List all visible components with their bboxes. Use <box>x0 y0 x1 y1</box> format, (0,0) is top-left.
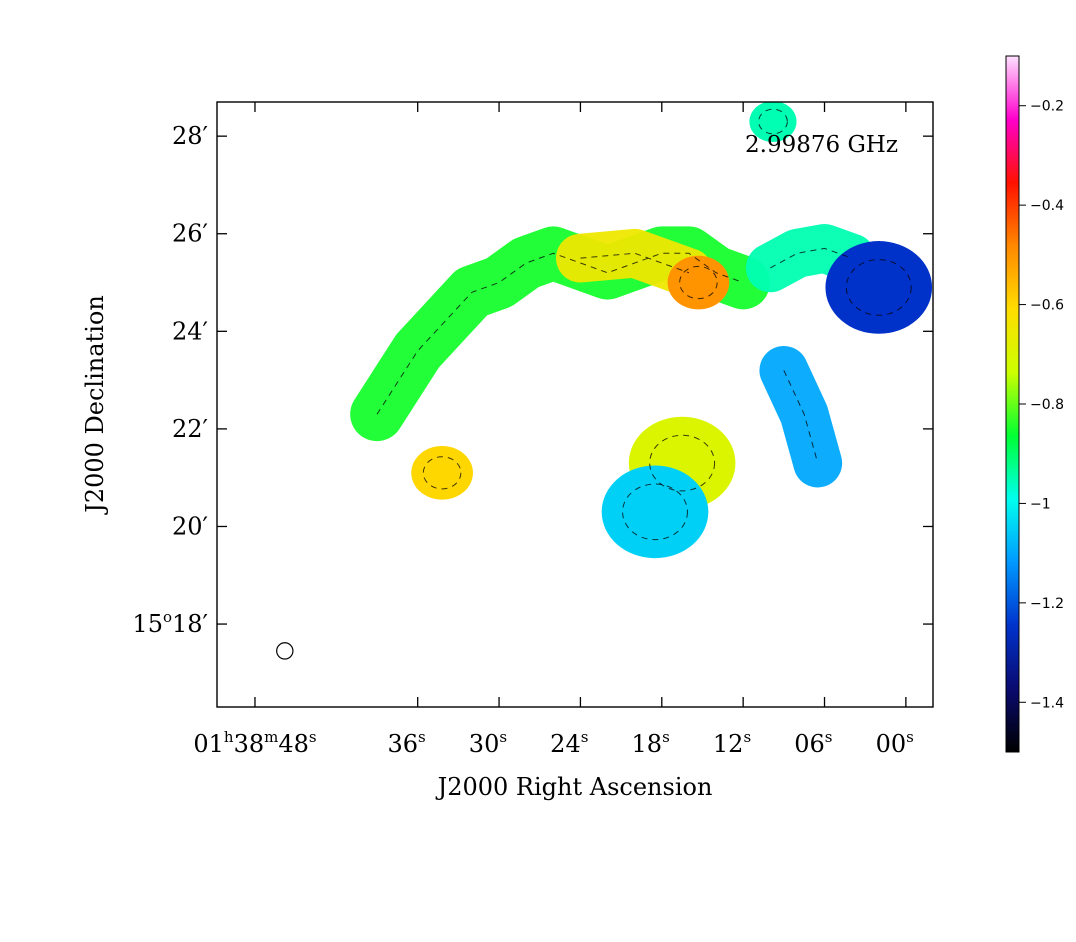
region-north-compact <box>749 102 797 143</box>
contour-southwest-arc <box>783 370 819 464</box>
colorbar-tick-label--0.4: −0.4 <box>1030 198 1064 214</box>
y-tick-label-22: 22′ <box>172 415 208 443</box>
x-tick-label-30: 30s <box>469 728 507 758</box>
contour-lines <box>376 108 992 588</box>
contour-arc-red-knot <box>679 265 718 300</box>
y-tick-label-26: 26′ <box>172 220 208 248</box>
contour-central-blob-bottom <box>622 483 688 541</box>
colorbar-tick-label--1: −1 <box>1030 496 1051 512</box>
contour-northwest-knot <box>580 252 690 274</box>
emission-regions <box>350 102 1028 649</box>
colorbar-tick-label--1.4: −1.4 <box>1030 695 1064 711</box>
x-axis-label: J2000 Right Ascension <box>435 773 713 801</box>
contour-western-arc <box>770 247 852 269</box>
contour-central-blob-top <box>649 434 716 492</box>
x-tick-label-0: 00s <box>876 728 914 758</box>
x-tick-label-6: 06s <box>794 728 832 758</box>
x-tick-label-36: 36s <box>387 728 425 758</box>
x-tick-label-18: 18s <box>632 728 670 758</box>
x-tick-label-48: 01h38m48s <box>193 728 316 758</box>
region-sw-compact-source <box>954 555 1001 596</box>
colorbar-ticks: −0.2 −0.4 −0.6 −0.8 −1 −1.2 −1.4 <box>1019 99 1064 711</box>
colorbar-tick-label--0.2: −0.2 <box>1030 99 1064 115</box>
contour-west-blue-lobe <box>845 259 912 316</box>
x-tick-label-24: 24s <box>550 728 588 758</box>
region-southwest-arc <box>759 345 843 488</box>
y-axis-label: J2000 Declination <box>81 295 109 516</box>
x-axis-ticks: 01h38m48s 36s 30s 24s 18s 12s 06s 00s <box>193 102 914 758</box>
region-arc-red-knot <box>667 255 730 310</box>
contour-north-compact <box>758 108 788 135</box>
region-central-blob-bottom <box>601 465 709 559</box>
region-west-blue-lobe <box>825 241 933 334</box>
colorbar-gradient <box>1005 55 1020 753</box>
colorbar-tick-label--0.8: −0.8 <box>1030 397 1064 413</box>
emission-map <box>350 102 1028 649</box>
colorbar-tick-label--1.2: −1.2 <box>1030 596 1064 612</box>
colorbar-tick-label--0.6: −0.6 <box>1030 298 1064 314</box>
y-tick-label-20: 20′ <box>172 512 208 540</box>
y-axis-ticks: 28′ 26′ 24′ 22′ 20′ 15o18′ <box>132 122 933 638</box>
contour-northern-arc <box>376 252 744 415</box>
x-tick-label-12: 12s <box>713 728 751 758</box>
region-sw-small-source <box>981 608 1028 649</box>
y-tick-label-24: 24′ <box>172 317 208 345</box>
plot-frame <box>216 101 934 708</box>
contour-east-knot <box>422 456 462 490</box>
colorbar: −0.2 −0.4 −0.6 −0.8 −1 −1.2 −1.4 <box>1005 55 1064 753</box>
y-tick-label-28: 28′ <box>172 122 208 150</box>
region-east-knot <box>411 445 473 500</box>
frequency-annotation: 2.99876 GHz <box>745 132 898 158</box>
y-tick-label-18: 15o18′ <box>132 608 208 638</box>
contour-sw-compact-source <box>963 563 992 588</box>
beam-ellipse <box>276 642 294 660</box>
